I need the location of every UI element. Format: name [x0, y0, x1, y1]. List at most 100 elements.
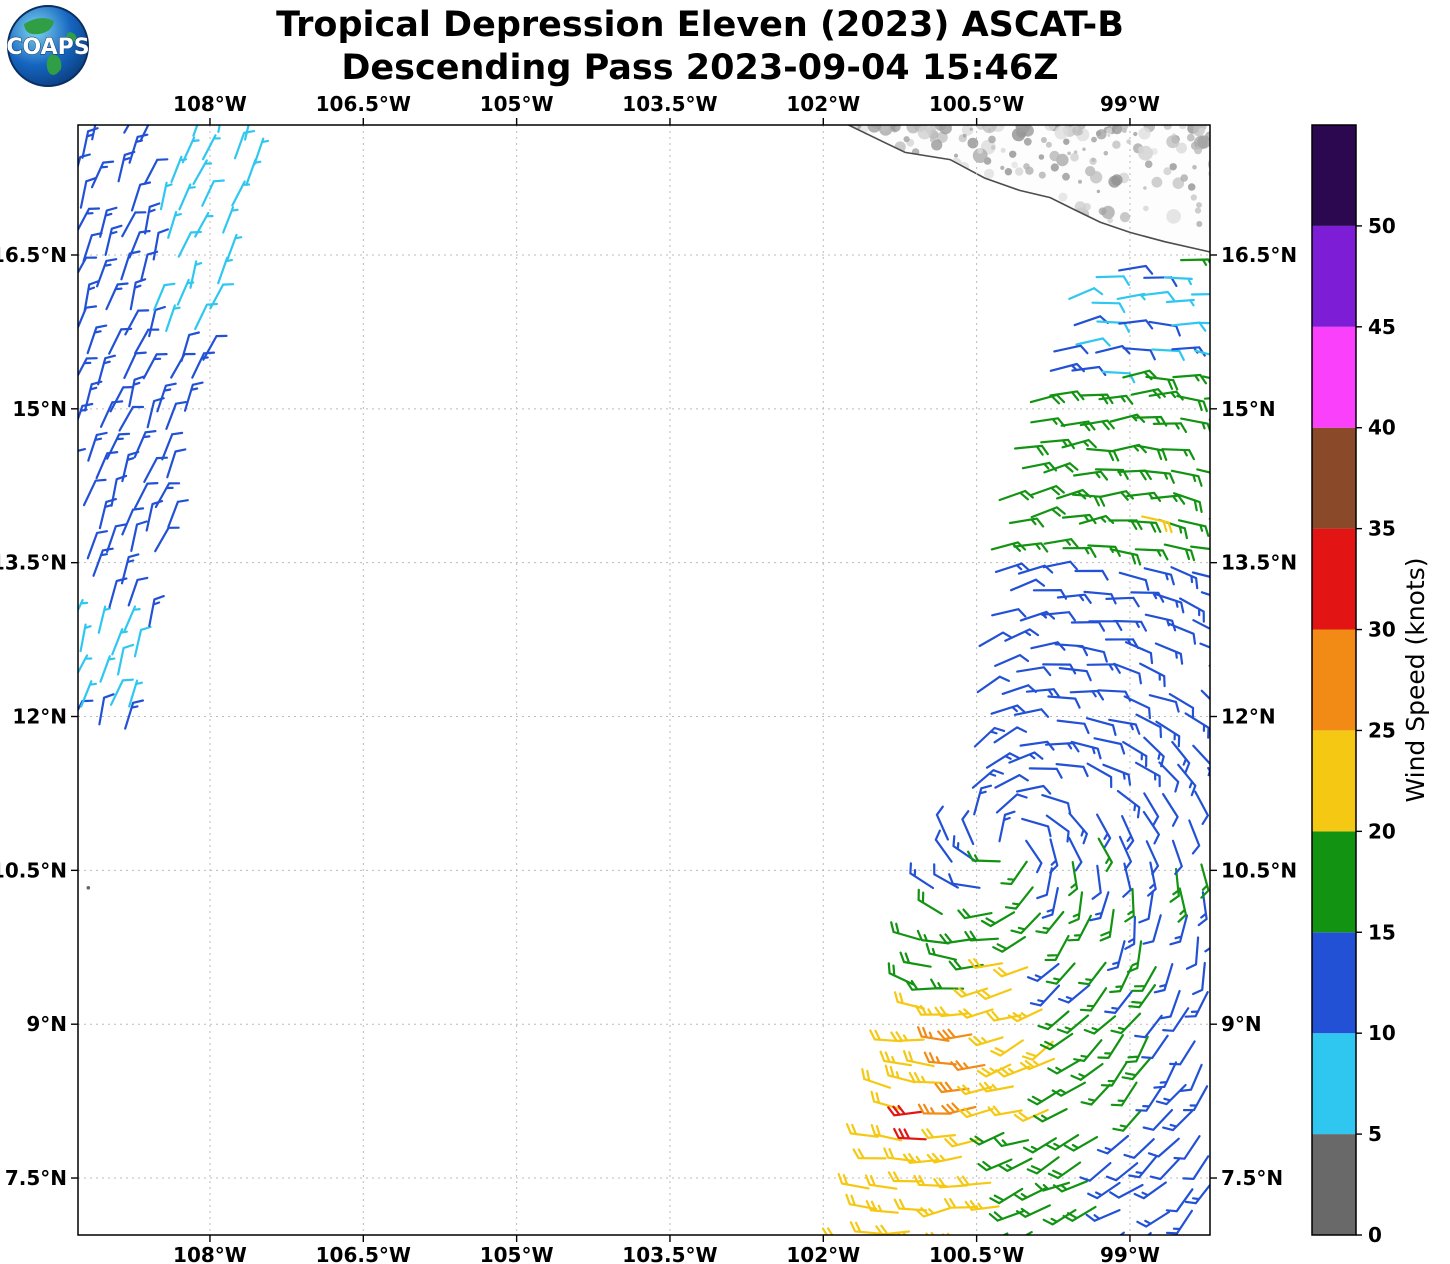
- wind-barb: [1165, 1209, 1193, 1235]
- wind-barb: [1145, 375, 1179, 391]
- wind-barb: [1058, 667, 1092, 682]
- colorbar-tick-label: 0: [1368, 1223, 1382, 1247]
- x-tick-label-bottom: 105°W: [480, 1243, 554, 1264]
- wind-barb: [152, 228, 169, 261]
- wind-barb: [852, 1148, 887, 1160]
- wind-barb: [914, 1004, 950, 1016]
- wind-barb: [1144, 613, 1177, 632]
- wind-barb: [1138, 891, 1154, 924]
- wind-barb: [1052, 1180, 1088, 1193]
- x-tick-label-top: 106.5°W: [316, 92, 411, 116]
- wind-barb: [165, 304, 181, 332]
- wind-barb: [161, 431, 184, 461]
- grid-layer: [78, 125, 1210, 1235]
- x-tick-label-bottom: 108°W: [173, 1243, 247, 1264]
- colorbar-tick-label: 30: [1368, 618, 1396, 642]
- wind-barb: [973, 726, 1006, 748]
- wind-barb: [887, 962, 916, 986]
- wind-barb: [1169, 914, 1189, 946]
- wind-barb: [948, 873, 981, 889]
- wind-barb: [1063, 1136, 1099, 1152]
- wind-barb: [1141, 469, 1175, 484]
- wind-barb: [178, 183, 196, 211]
- wind-barb: [1167, 622, 1197, 645]
- wind-barb: [1122, 741, 1148, 768]
- wind-barb: [78, 599, 89, 613]
- wind-barb: [1109, 1183, 1144, 1199]
- y-tick-label-right: 13.5°N: [1221, 551, 1297, 575]
- wind-barb: [96, 258, 118, 288]
- wind-barb: [106, 432, 131, 460]
- wind-barb: [1079, 987, 1108, 1012]
- wind-barb: [1142, 810, 1160, 845]
- wind-barb: [1199, 642, 1210, 649]
- wind-barb: [1091, 301, 1126, 314]
- wind-barb: [87, 431, 108, 462]
- wind-barb: [1149, 1158, 1180, 1181]
- wind-barb: [1158, 761, 1180, 793]
- island-dot: [86, 886, 91, 890]
- wind-barb: [993, 1137, 1030, 1147]
- wind-barb: [1004, 886, 1034, 910]
- colorbar: 0 5 10 15 20 25 30 35 40 45 50 Wind Speed (knots): [1311, 124, 1430, 1247]
- wind-barb: [1143, 567, 1175, 586]
- wind-barb: [930, 978, 965, 990]
- axis-layer: 108°W 108°W 106.5°W 106.5°W 105°W 105°W 103.5°…: [0, 92, 1297, 1264]
- wind-barb: [1045, 1237, 1078, 1249]
- wind-barb: [968, 958, 1004, 969]
- wind-barb: [935, 805, 949, 841]
- wind-barb: [1076, 645, 1108, 663]
- wind-barb: [99, 206, 118, 238]
- wind-barb: [1089, 891, 1110, 922]
- wind-barb: [995, 793, 1028, 814]
- wind-barb: [1026, 1156, 1060, 1175]
- wind-barb: [99, 400, 124, 428]
- wind-barb: [1070, 1062, 1104, 1081]
- wind-barb: [1061, 439, 1097, 449]
- wind-barb: [108, 327, 133, 355]
- wind-barb: [1163, 543, 1196, 562]
- wind-barb: [1086, 762, 1113, 789]
- wind-barb: [1110, 1012, 1142, 1035]
- wind-barb: [1163, 276, 1193, 286]
- wind-barb: [123, 125, 130, 134]
- wind-barb: [97, 354, 116, 386]
- wind-barb: [130, 181, 152, 212]
- wind-barb: [167, 499, 189, 529]
- wind-barb: [1009, 517, 1045, 528]
- wind-barb: [1029, 485, 1065, 497]
- wind-barb: [1047, 1058, 1082, 1075]
- wind-barb: [950, 1060, 986, 1071]
- wind-barb: [194, 211, 214, 238]
- wind-barb: [1030, 417, 1066, 428]
- wind-barb: [1016, 666, 1052, 677]
- wind-barb: [1171, 1238, 1202, 1254]
- wind-barb: [1188, 819, 1201, 855]
- wind-barb: [1000, 860, 1028, 886]
- wind-barb: [992, 936, 1026, 953]
- wind-barb: [978, 1081, 1014, 1093]
- wind-barb: [934, 1081, 970, 1094]
- wind-barb: [1176, 395, 1208, 413]
- wind-barb: [1136, 1210, 1171, 1228]
- wind-barb: [989, 1187, 1024, 1205]
- wind-barb: [1134, 1014, 1163, 1039]
- wind-barb: [1068, 812, 1088, 845]
- wind-barb: [1121, 815, 1135, 850]
- wind-barb: [166, 448, 187, 479]
- wind-barb: [1124, 887, 1135, 923]
- wind-barb: [1068, 836, 1083, 872]
- colorbar-tick-label: 35: [1368, 517, 1396, 541]
- wind-barb: [1200, 591, 1210, 597]
- wind-barb: [1162, 793, 1179, 827]
- wind-barb: [933, 1177, 968, 1189]
- wind-barb: [1208, 517, 1210, 520]
- wind-barb: [1045, 962, 1076, 985]
- wind-barb: [1198, 321, 1210, 325]
- y-tick-label-left: 7.5°N: [5, 1166, 67, 1190]
- colorbar-tick-label: 40: [1368, 416, 1396, 440]
- wind-barb: [1168, 693, 1195, 719]
- wind-barb: [1097, 1034, 1124, 1059]
